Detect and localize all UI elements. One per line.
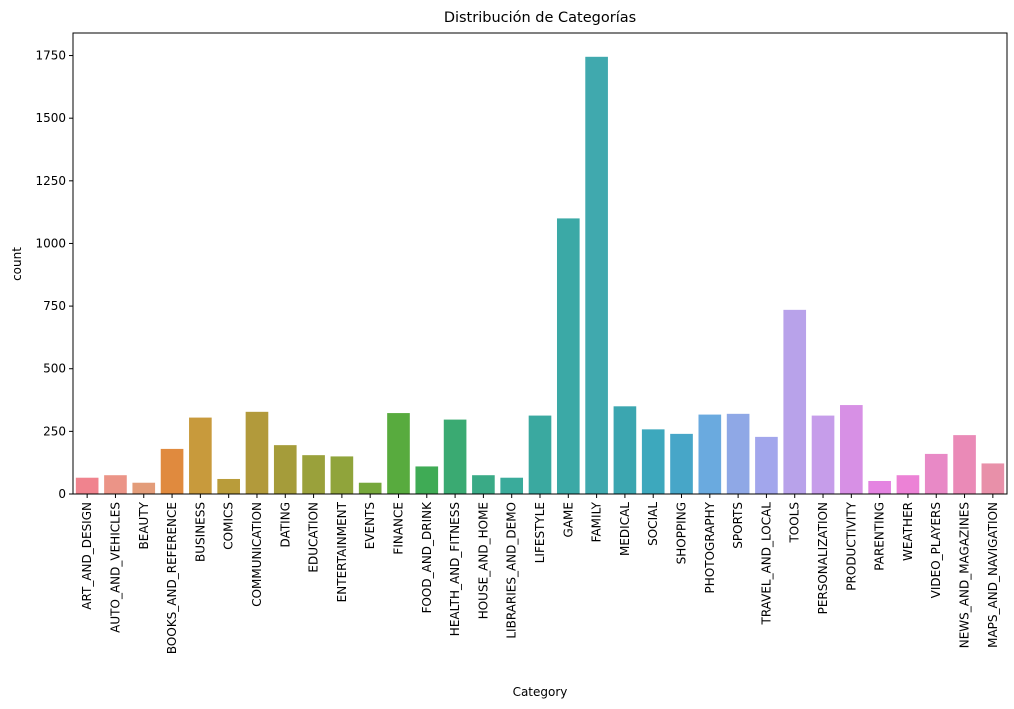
bar-art-and-design <box>75 477 99 494</box>
bar-travel-and-local <box>755 436 778 494</box>
y-tick-label: 250 <box>43 424 66 438</box>
x-tick-label: PRODUCTIVITY <box>844 501 858 590</box>
bar-medical <box>613 406 637 494</box>
y-tick-label: 1500 <box>35 111 66 125</box>
x-tick-label: TRAVEL_AND_LOCAL <box>759 502 773 626</box>
bar-personalization <box>811 415 835 494</box>
x-tick-label: SPORTS <box>731 502 745 549</box>
y-tick-label: 750 <box>43 299 66 313</box>
x-tick-label: NEWS_AND_MAGAZINES <box>958 502 972 648</box>
y-axis-label: count <box>10 247 24 281</box>
y-tick-label: 1750 <box>35 49 66 63</box>
x-tick-label: HEALTH_AND_FITNESS <box>448 502 462 636</box>
chart-title: Distribución de Categorías <box>444 10 636 26</box>
x-tick-label: PHOTOGRAPHY <box>703 501 717 593</box>
x-tick-label: SOCIAL <box>646 502 660 546</box>
x-tick-label: LIFESTYLE <box>533 502 547 563</box>
bar-books-and-reference <box>160 448 184 494</box>
x-axis-label: Category <box>513 685 568 699</box>
bar-house-and-home <box>472 475 495 494</box>
bar-beauty <box>132 482 156 494</box>
bar-maps-and-navigation <box>981 463 1005 494</box>
x-tick-label: TOOLS <box>788 502 802 544</box>
bar-education <box>302 455 325 494</box>
x-tick-label: ENTERTAINMENT <box>335 501 349 602</box>
x-tick-label: BOOKS_AND_REFERENCE <box>165 502 179 654</box>
bar-comics <box>217 478 240 494</box>
bar-photography <box>698 414 722 494</box>
x-tick-label: EDUCATION <box>307 502 321 573</box>
bar-video-players <box>924 453 948 494</box>
x-tick-label: LIBRARIES_AND_DEMO <box>505 502 519 639</box>
x-tick-label: HOUSE_AND_HOME <box>476 502 490 619</box>
bar-dating <box>273 445 297 494</box>
x-tick-label: AUTO_AND_VEHICLES <box>108 502 122 633</box>
x-tick-label: DATING <box>278 502 292 547</box>
plot-frame <box>72 32 1008 495</box>
bar-communication <box>245 411 269 494</box>
bar-sports <box>726 413 750 494</box>
x-tick-label: SHOPPING <box>675 502 689 564</box>
x-tick-label: BEAUTY <box>137 501 151 549</box>
bar-productivity <box>840 405 863 494</box>
bar-shopping <box>670 433 693 494</box>
bar-health-and-fitness <box>443 419 467 494</box>
bar-news-and-magazines <box>953 435 976 494</box>
y-tick-label: 0 <box>58 487 66 501</box>
x-axis-ticks: ART_AND_DESIGN AUTO_AND_VEHICLES BEAUTY BOO… <box>80 494 1000 654</box>
bar-events <box>358 482 382 494</box>
bar-weather <box>896 475 920 494</box>
y-axis-ticks: 0 250 500 750 1000 1250 1500 1750 <box>35 49 73 501</box>
x-tick-label: BUSINESS <box>193 502 207 562</box>
x-tick-label: FAMILY <box>590 501 604 542</box>
x-tick-label: MEDICAL <box>618 502 632 556</box>
x-tick-label: WEATHER <box>901 502 915 561</box>
bar-social <box>641 429 665 494</box>
x-tick-label: COMICS <box>222 502 236 550</box>
bar-tools <box>783 309 807 494</box>
bar-food-and-drink <box>415 466 439 494</box>
x-tick-label: FINANCE <box>391 502 405 555</box>
bar-lifestyle <box>528 415 552 494</box>
x-tick-label: GAME <box>561 502 575 537</box>
bar-family <box>585 56 608 494</box>
x-tick-label: PERSONALIZATION <box>816 502 830 614</box>
x-tick-label: ART_AND_DESIGN <box>80 502 94 610</box>
x-tick-label: MAPS_AND_NAVIGATION <box>986 502 1000 648</box>
bar-auto-and-vehicles <box>104 475 127 494</box>
y-tick-label: 500 <box>43 362 66 376</box>
bar-parenting <box>868 480 891 494</box>
bar-libraries-and-demo <box>500 477 524 494</box>
bar-business <box>189 417 212 494</box>
bars <box>75 56 1005 495</box>
y-tick-label: 1000 <box>35 236 66 250</box>
y-tick-label: 1250 <box>35 174 66 188</box>
x-tick-label: COMMUNICATION <box>250 502 264 607</box>
bar-entertainment <box>330 456 354 494</box>
bar-game <box>556 218 580 495</box>
x-tick-label: EVENTS <box>363 502 377 549</box>
x-tick-label: PARENTING <box>873 502 887 571</box>
x-tick-label: FOOD_AND_DRINK <box>420 501 434 614</box>
bar-finance <box>387 413 410 494</box>
x-tick-label: VIDEO_PLAYERS <box>929 502 943 598</box>
